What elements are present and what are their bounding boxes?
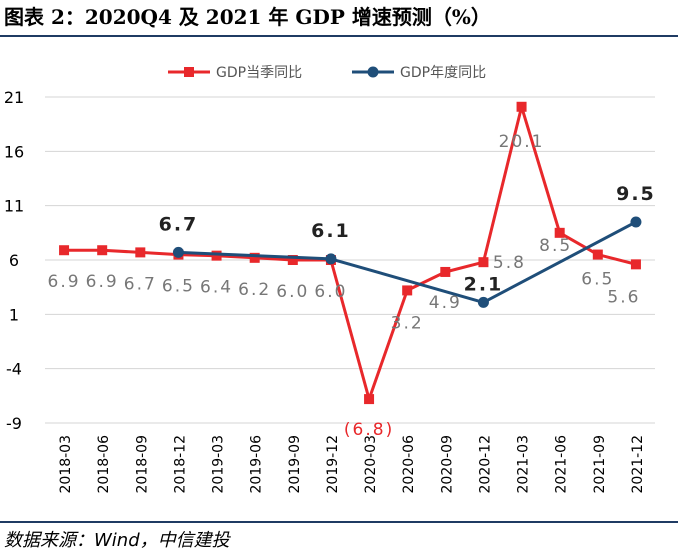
data-point-annual bbox=[477, 296, 489, 308]
series-line-annual bbox=[178, 220, 637, 304]
figure-title: 图表 2：2020Q4 及 2021 年 GDP 增速预测（%） bbox=[4, 5, 491, 29]
data-point-annual bbox=[325, 253, 337, 265]
x-tick-label: 2020-12 bbox=[477, 435, 493, 494]
x-tick-label: 2020-03 bbox=[363, 435, 379, 494]
data-label-quarterly: 6.0 bbox=[314, 282, 347, 302]
x-tick-label: 2020-06 bbox=[401, 435, 417, 494]
data-point-quarterly bbox=[135, 247, 146, 258]
x-tick-label: 2021-09 bbox=[592, 435, 608, 494]
title-rule bbox=[0, 35, 678, 37]
data-label-quarterly: 6.7 bbox=[124, 274, 157, 294]
y-tick-label: 21 bbox=[4, 88, 24, 107]
data-point-quarterly bbox=[364, 394, 375, 405]
data-point-quarterly bbox=[249, 252, 260, 263]
data-point-quarterly bbox=[59, 245, 70, 256]
legend-label-annual: GDP年度同比 bbox=[400, 65, 486, 81]
data-label-annual: 6.7 bbox=[159, 213, 199, 235]
data-label-annual: 6.1 bbox=[311, 220, 351, 242]
data-point-quarterly bbox=[592, 249, 603, 260]
data-point-quarterly bbox=[440, 266, 451, 277]
data-label-quarterly: 6.0 bbox=[276, 282, 309, 302]
data-label-quarterly: 8.5 bbox=[539, 236, 572, 256]
data-point-quarterly bbox=[97, 245, 108, 256]
data-point-quarterly bbox=[630, 259, 641, 270]
data-point-quarterly bbox=[287, 255, 298, 265]
y-tick-label: 1 bbox=[9, 305, 19, 324]
data-label-quarterly: 3.2 bbox=[391, 313, 424, 333]
data-label-annual: 9.5 bbox=[616, 183, 656, 205]
data-label-quarterly: 20.1 bbox=[499, 132, 545, 152]
legend: GDP当季同比 GDP年度同比 bbox=[168, 65, 486, 81]
gdp-growth-line-chart: 21 16 11 6 1 -4 -9 2018-03 2018-06 2018-09 2018-1… bbox=[4, 65, 656, 494]
data-point-quarterly bbox=[402, 285, 413, 296]
y-tick-label: -9 bbox=[6, 414, 22, 433]
legend-label-quarterly: GDP当季同比 bbox=[216, 65, 302, 81]
data-labels: 6.9 6.9 6.7 6.5 6.4 6.2 6.0 6.0(6.8)3.24.95.820… bbox=[48, 132, 656, 440]
data-point-annual bbox=[630, 216, 642, 228]
y-tick-label: 16 bbox=[4, 142, 24, 161]
data-label-quarterly: 6.5 bbox=[581, 270, 614, 290]
x-tick-label: 2021-03 bbox=[516, 435, 532, 494]
data-label-annual: 2.1 bbox=[464, 273, 504, 295]
legend-marker-quarterly bbox=[184, 67, 194, 77]
x-tick-label: 2018-06 bbox=[96, 435, 112, 494]
x-tick-label: 2019-03 bbox=[211, 435, 227, 494]
data-point-quarterly bbox=[478, 257, 489, 268]
series-line-quarterly bbox=[64, 105, 637, 401]
data-label-quarterly: 4.9 bbox=[429, 293, 462, 313]
data-label-quarterly: 6.4 bbox=[200, 278, 233, 298]
x-tick-label: 2018-03 bbox=[58, 435, 74, 494]
data-point-annual bbox=[172, 246, 184, 258]
data-label-quarterly: 6.9 bbox=[86, 272, 119, 292]
data-label-quarterly: 6.9 bbox=[48, 272, 81, 292]
data-label-quarterly: 6.2 bbox=[238, 280, 271, 300]
x-tick-label: 2021-12 bbox=[630, 435, 646, 494]
footer-rule bbox=[0, 521, 678, 523]
data-label-quarterly: 6.5 bbox=[162, 277, 195, 297]
y-tick-label: 11 bbox=[4, 197, 24, 216]
data-label-quarterly: 5.6 bbox=[607, 287, 640, 307]
x-tick-label: 2018-09 bbox=[134, 435, 150, 494]
x-axis-ticks: 2018-03 2018-06 2018-09 2018-12 2019-03 2019-… bbox=[58, 435, 646, 494]
x-tick-label: 2020-09 bbox=[439, 435, 455, 494]
source-note: 数据来源：Wind，中信建投 bbox=[4, 530, 230, 551]
y-axis-ticks: 21 16 11 6 1 -4 -9 bbox=[4, 88, 24, 433]
x-tick-label: 2021-06 bbox=[554, 435, 570, 494]
data-label-quarterly: 5.8 bbox=[493, 253, 526, 273]
y-tick-label: 6 bbox=[9, 251, 19, 270]
data-label-quarterly: (6.8) bbox=[344, 420, 394, 440]
data-point-quarterly bbox=[554, 227, 565, 238]
data-point-quarterly bbox=[211, 250, 222, 261]
series bbox=[59, 101, 642, 405]
x-tick-label: 2019-09 bbox=[287, 435, 303, 494]
data-point-quarterly bbox=[516, 101, 527, 112]
y-tick-label: -4 bbox=[6, 360, 22, 379]
x-tick-label: 2019-06 bbox=[249, 435, 265, 494]
gridlines bbox=[45, 96, 655, 424]
x-tick-label: 2018-12 bbox=[172, 435, 188, 494]
x-tick-label: 2019-12 bbox=[325, 435, 341, 494]
legend-marker-annual bbox=[367, 66, 379, 78]
